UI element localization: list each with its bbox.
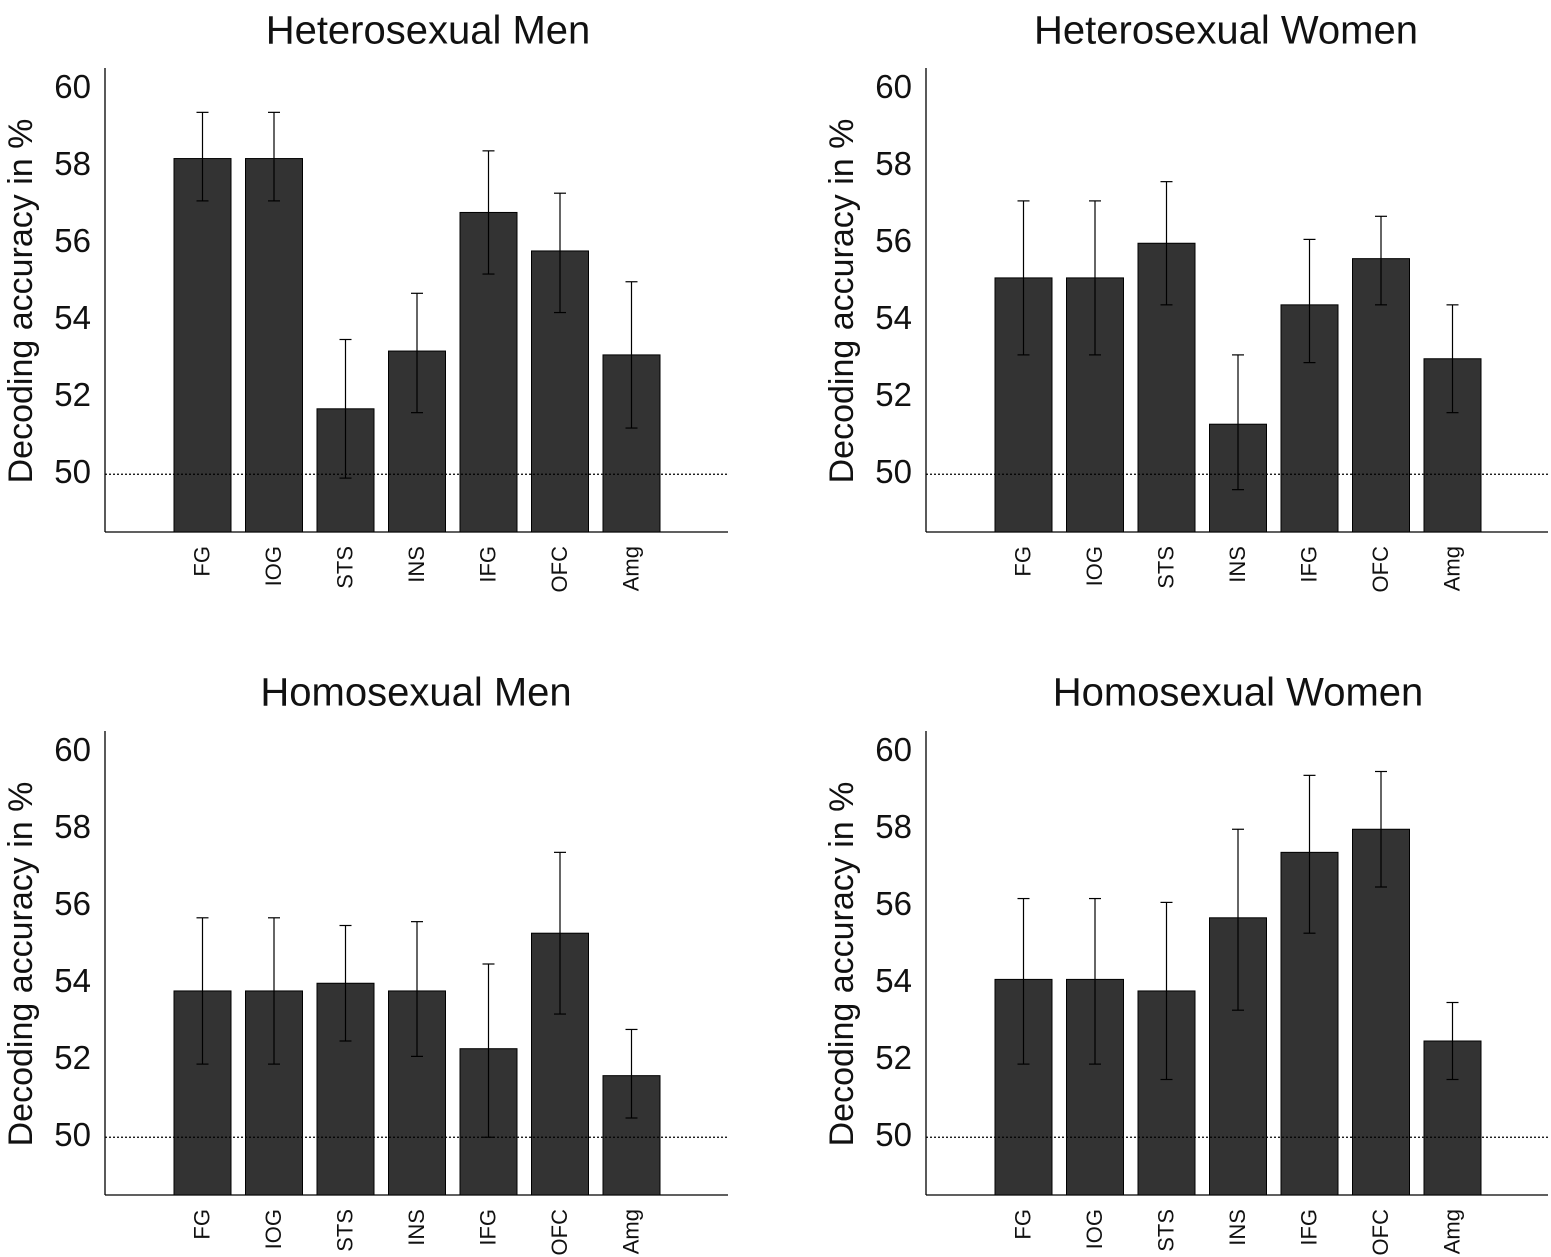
x-tick-label-sts: STS — [1153, 546, 1178, 589]
y-tick-label: 60 — [875, 68, 912, 105]
x-tick-label-iog: IOG — [261, 546, 286, 586]
x-tick-label-ifg: IFG — [475, 546, 500, 583]
x-tick-label-ins: INS — [1225, 546, 1250, 583]
y-tick-label: 54 — [54, 299, 91, 336]
y-tick-label: 56 — [54, 222, 91, 259]
y-axis-label: Decoding accuracy in % — [823, 119, 861, 484]
y-tick-label: 60 — [875, 731, 912, 768]
y-axis-label: Decoding accuracy in % — [2, 119, 40, 484]
x-tick-label-iog: IOG — [1082, 546, 1107, 586]
x-tick-label-ofc: OFC — [1368, 1209, 1393, 1256]
x-tick-label-sts: STS — [1153, 1209, 1178, 1252]
x-tick-label-sts: STS — [332, 546, 357, 589]
x-tick-label-ifg: IFG — [475, 1209, 500, 1246]
bar-ofc — [1352, 828, 1410, 1196]
x-tick-label-fg: FG — [189, 1209, 214, 1240]
y-tick-label: 52 — [875, 376, 912, 413]
y-tick-label: 58 — [54, 145, 91, 182]
y-tick-label: 58 — [875, 808, 912, 845]
x-tick-label-amg: Amg — [1439, 1209, 1464, 1254]
y-tick-label: 50 — [875, 1116, 912, 1153]
chart-panel-1: Heterosexual Men Decoding accuracy in % 50… — [2, 9, 728, 593]
x-tick-label-amg: Amg — [618, 1209, 643, 1254]
bar-fg — [173, 158, 232, 533]
y-tick-label: 54 — [54, 962, 91, 999]
x-tick-label-ofc: OFC — [547, 1209, 572, 1256]
x-tick-label-amg: Amg — [618, 546, 643, 591]
chart-title: Heterosexual Women — [1034, 9, 1418, 53]
y-tick-label: 56 — [54, 885, 91, 922]
y-tick-label: 60 — [54, 731, 91, 768]
chart-panel-3: Homosexual Men Decoding accuracy in % 50 52… — [2, 671, 728, 1256]
y-tick-label: 58 — [54, 808, 91, 845]
y-tick-label: 58 — [875, 145, 912, 182]
x-tick-label-ofc: OFC — [1368, 546, 1393, 593]
x-tick-label-sts: STS — [332, 1209, 357, 1252]
chart-panel-2: Heterosexual Women Decoding accuracy in %… — [823, 9, 1548, 593]
x-tick-label-amg: Amg — [1439, 546, 1464, 591]
y-tick-label: 50 — [875, 453, 912, 490]
y-tick-label: 56 — [875, 885, 912, 922]
y-tick-label: 52 — [54, 1039, 91, 1076]
chart-title: Homosexual Men — [260, 671, 571, 715]
x-tick-label-fg: FG — [1010, 1209, 1035, 1240]
x-tick-label-ins: INS — [1225, 1209, 1250, 1246]
y-tick-label: 60 — [54, 68, 91, 105]
x-tick-label-fg: FG — [189, 546, 214, 577]
y-tick-label: 50 — [54, 1116, 91, 1153]
x-tick-label-ins: INS — [404, 1209, 429, 1246]
x-tick-label-iog: IOG — [1082, 1209, 1107, 1249]
y-tick-label: 52 — [875, 1039, 912, 1076]
y-tick-label: 54 — [875, 299, 912, 336]
x-tick-label-ins: INS — [404, 546, 429, 583]
x-tick-label-ifg: IFG — [1296, 546, 1321, 583]
bar-iog — [245, 158, 303, 533]
x-tick-label-fg: FG — [1010, 546, 1035, 577]
y-tick-label: 54 — [875, 962, 912, 999]
chart-title: Heterosexual Men — [266, 9, 591, 53]
bar-amg — [602, 354, 661, 533]
y-tick-label: 52 — [54, 376, 91, 413]
y-axis-label: Decoding accuracy in % — [2, 782, 40, 1147]
chart-panel-4: Homosexual Women Decoding accuracy in % 50… — [823, 671, 1548, 1256]
x-tick-label-iog: IOG — [261, 1209, 286, 1249]
y-axis-label: Decoding accuracy in % — [823, 782, 861, 1147]
chart-title: Homosexual Women — [1053, 671, 1424, 715]
y-tick-label: 50 — [54, 453, 91, 490]
x-tick-label-ifg: IFG — [1296, 1209, 1321, 1246]
y-tick-label: 56 — [875, 222, 912, 259]
x-tick-label-ofc: OFC — [547, 546, 572, 593]
